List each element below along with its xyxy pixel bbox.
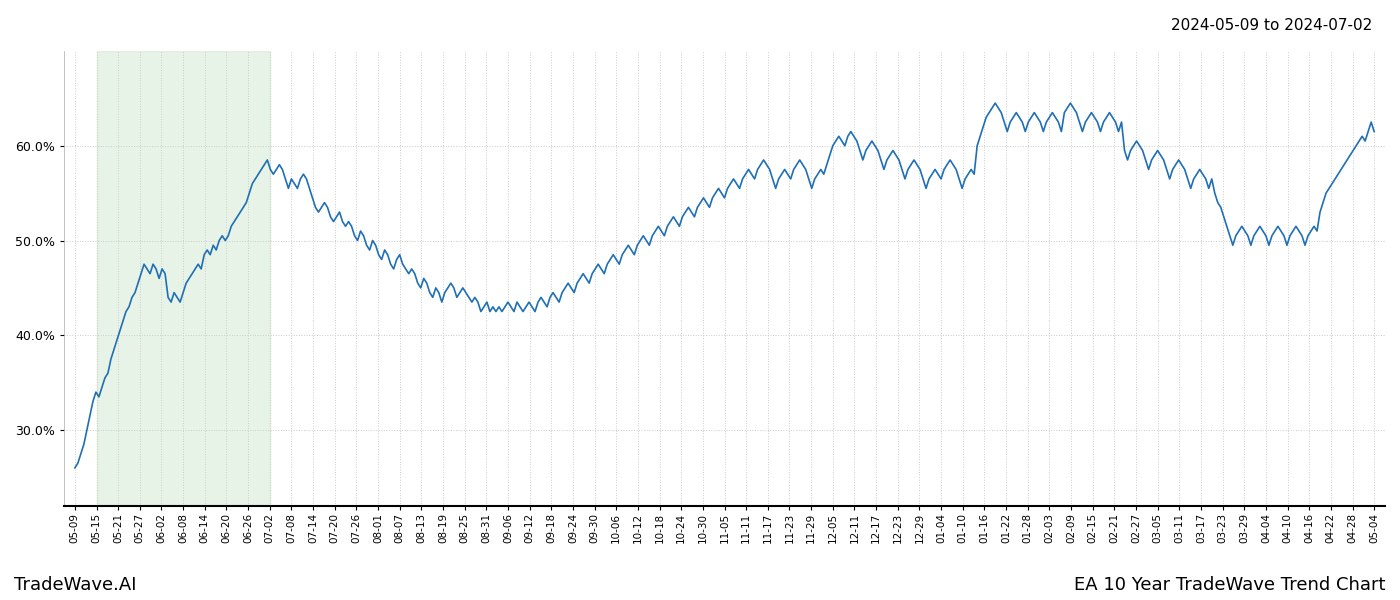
Text: 2024-05-09 to 2024-07-02: 2024-05-09 to 2024-07-02 — [1170, 18, 1372, 33]
Text: TradeWave.AI: TradeWave.AI — [14, 576, 137, 594]
Bar — [97, 51, 270, 506]
Text: EA 10 Year TradeWave Trend Chart: EA 10 Year TradeWave Trend Chart — [1075, 576, 1386, 594]
